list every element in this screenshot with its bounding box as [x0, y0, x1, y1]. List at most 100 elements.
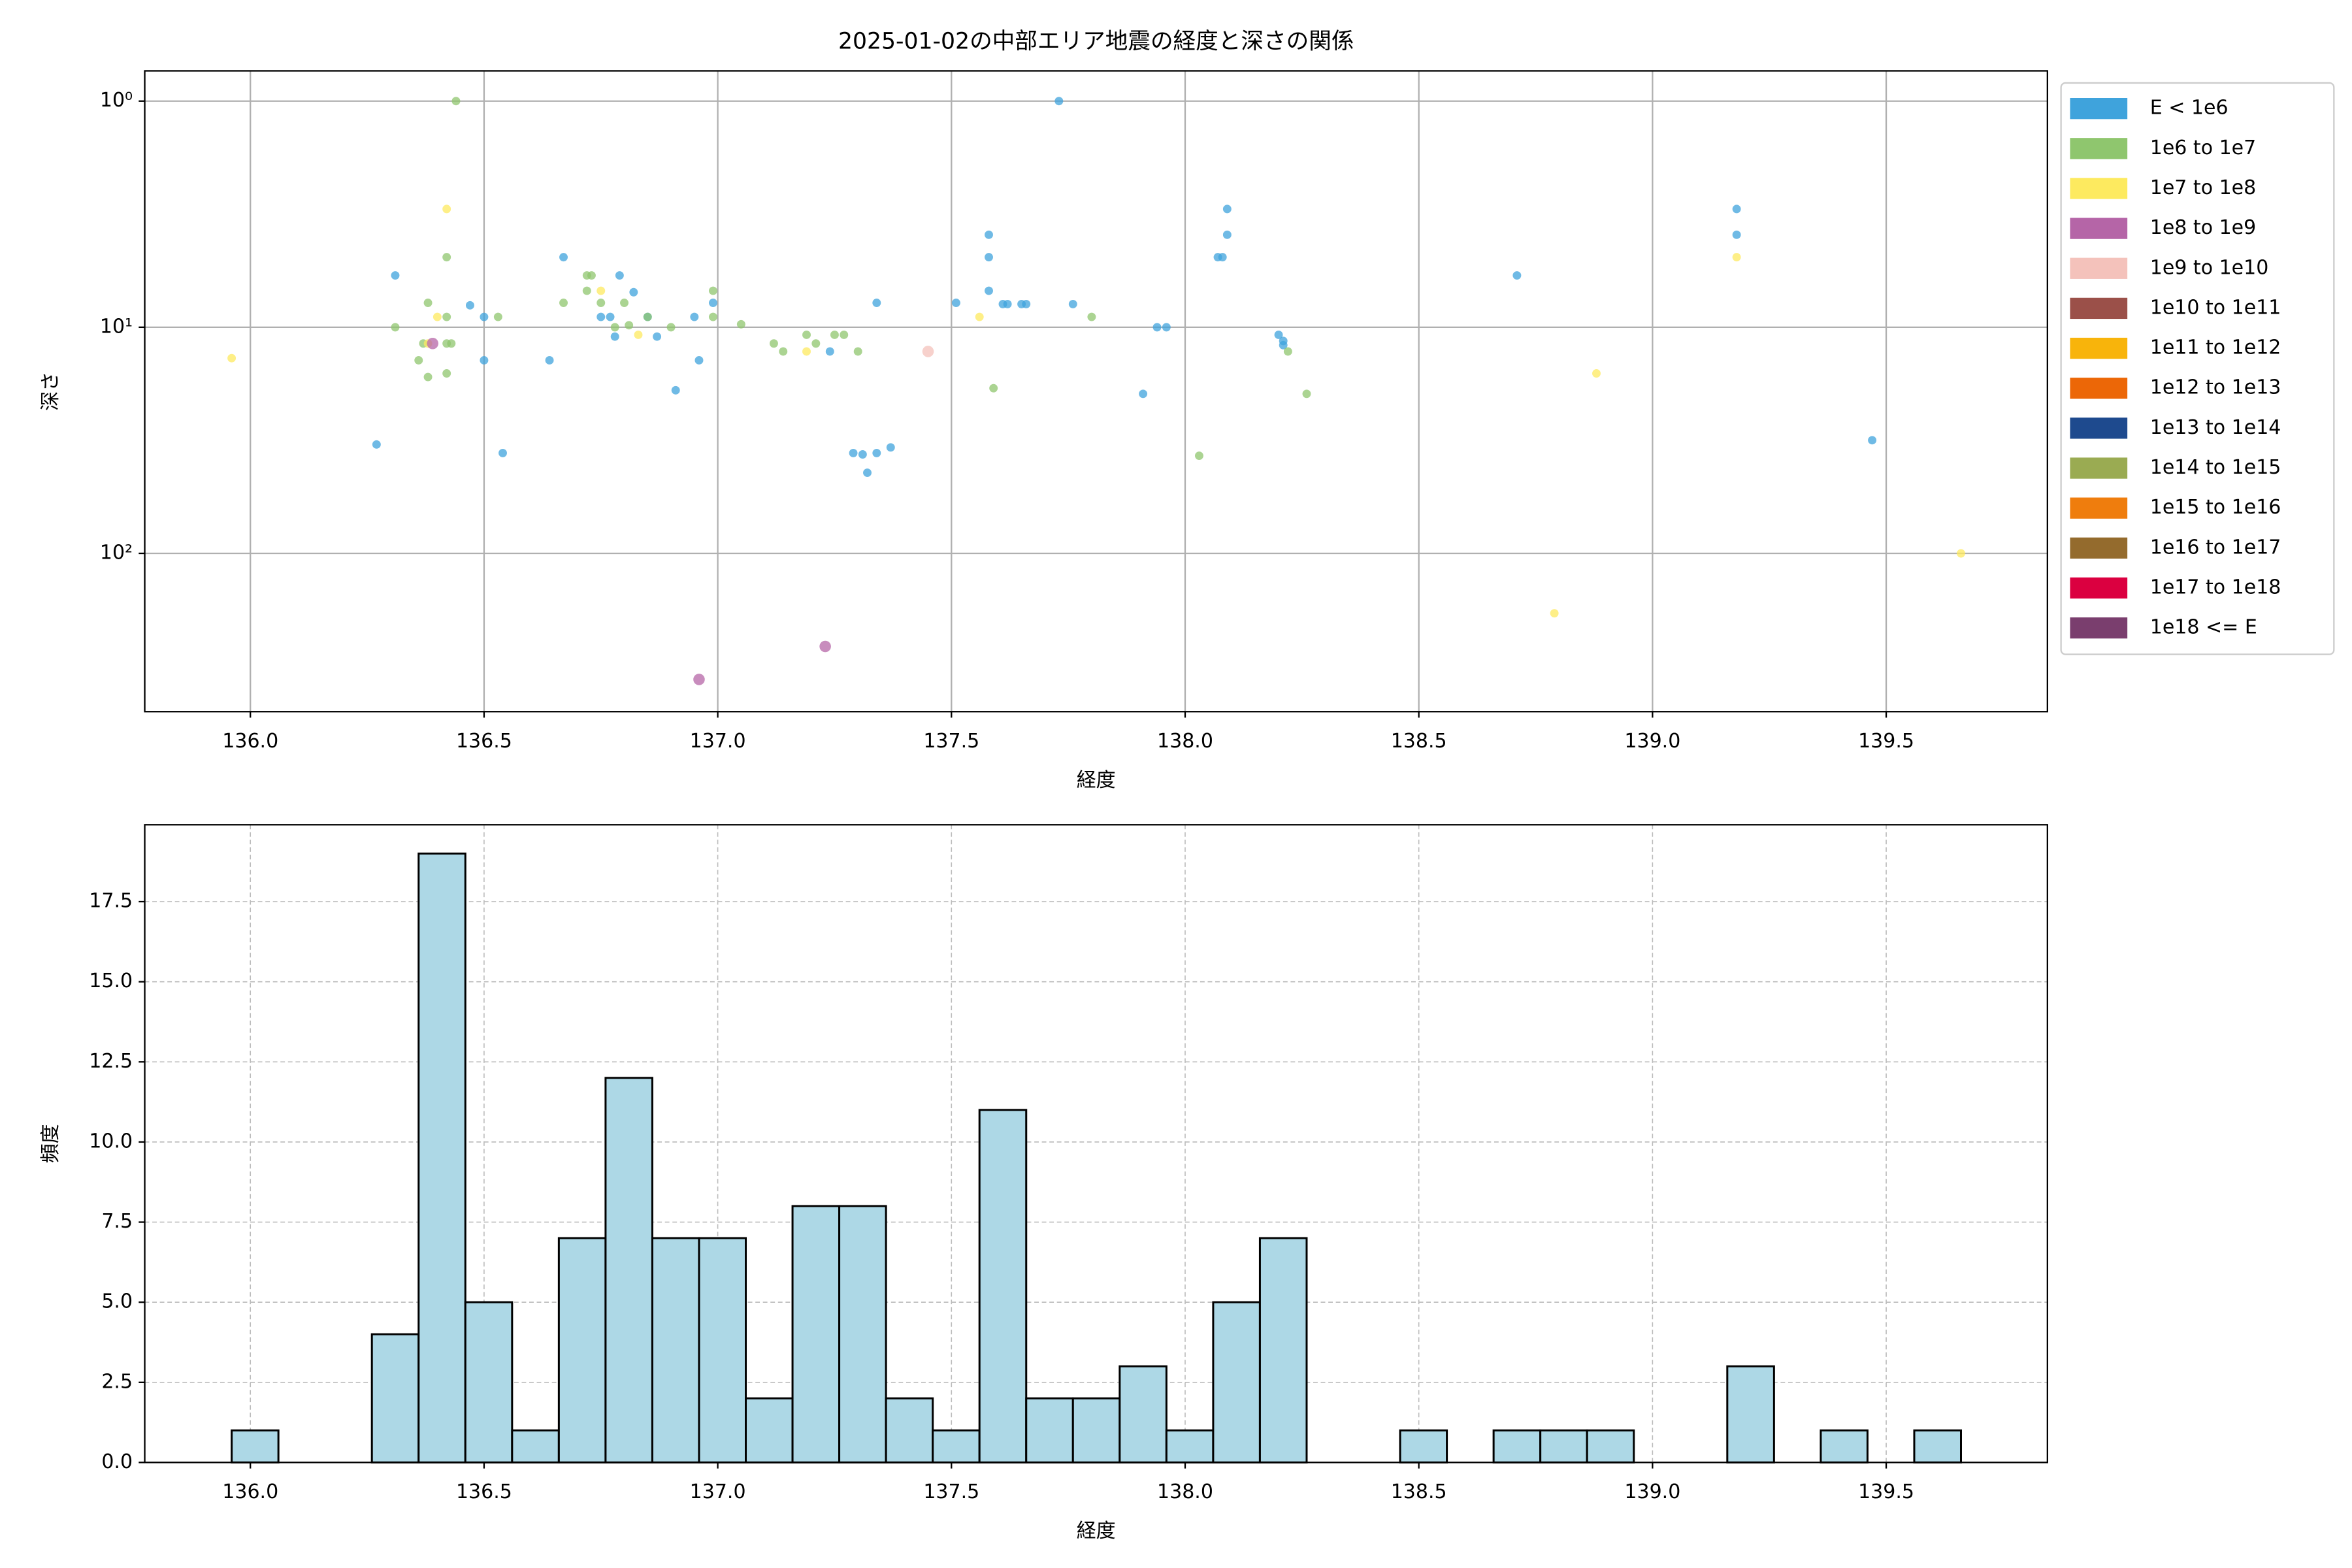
legend-swatch [2070, 417, 2128, 439]
point [545, 355, 554, 365]
point [769, 339, 778, 348]
legend-swatch [2070, 297, 2128, 319]
legend-swatch [2070, 457, 2128, 479]
y-tick-label: 7.5 [101, 1210, 133, 1233]
bar [698, 1237, 747, 1463]
point [427, 337, 438, 350]
legend-swatch [2070, 257, 2128, 279]
legend-label: 1e16 to 1e17 [2150, 536, 2281, 559]
x-tick-label: 138.5 [1391, 730, 1447, 753]
legend-label: 1e11 to 1e12 [2150, 336, 2281, 359]
point [694, 355, 704, 365]
point [414, 355, 423, 365]
legend-label: 1e7 to 1e8 [2150, 176, 2256, 199]
x-tick-label: 138.0 [1157, 730, 1213, 753]
bar [417, 852, 466, 1463]
point [708, 312, 717, 321]
point [1194, 451, 1203, 461]
point [802, 330, 811, 339]
x-tick-label: 138.5 [1391, 1480, 1447, 1503]
point [708, 286, 717, 295]
point [643, 312, 652, 321]
point [1868, 436, 1877, 445]
x-tick-label: 137.5 [923, 1480, 979, 1503]
point [1222, 230, 1232, 239]
point [1957, 549, 1965, 558]
point [480, 355, 489, 365]
plot-frame [144, 70, 2048, 713]
point [985, 253, 993, 262]
bar [978, 1109, 1028, 1463]
y-tick-label: 17.5 [89, 890, 133, 913]
legend-swatch [2070, 617, 2128, 639]
point [872, 299, 881, 307]
bar [231, 1429, 280, 1463]
x-tick-label: 136.0 [222, 730, 278, 753]
point [830, 330, 839, 339]
legend-label: 1e14 to 1e15 [2150, 456, 2281, 479]
legend-label: 1e12 to 1e13 [2150, 376, 2281, 399]
y-tick-label: 10¹ [100, 315, 133, 338]
point [825, 347, 834, 356]
point [671, 385, 680, 395]
x-axis-label: 経度 [1077, 769, 1116, 792]
point [423, 372, 433, 382]
point [1222, 204, 1232, 214]
y-tick-label: 10² [100, 541, 133, 564]
legend-swatch [2070, 497, 2128, 519]
point [1592, 369, 1601, 378]
y-axis-label: 頻度 [39, 1124, 62, 1163]
x-tick-label: 139.5 [1858, 1480, 1914, 1503]
point [666, 323, 676, 332]
point [610, 323, 619, 332]
point [1068, 299, 1077, 308]
legend-swatch [2070, 577, 2128, 599]
legend-label: 1e17 to 1e18 [2150, 576, 2281, 599]
point [391, 271, 400, 280]
point [1087, 312, 1096, 321]
legend-swatch [2070, 337, 2128, 359]
point [493, 312, 502, 321]
y-tick-label: 15.0 [89, 970, 133, 992]
point [372, 440, 381, 449]
point [872, 448, 881, 457]
point [465, 301, 474, 310]
bar [932, 1429, 981, 1463]
point [985, 286, 993, 295]
point [1139, 389, 1148, 399]
y-tick-label: 10⁰ [100, 89, 133, 112]
point [708, 299, 717, 307]
legend-swatch [2070, 98, 2128, 120]
x-tick-label: 136.5 [456, 730, 512, 753]
point [693, 674, 705, 685]
x-tick-label: 137.5 [923, 730, 979, 753]
legend-swatch [2070, 537, 2128, 559]
legend-label: 1e8 to 1e9 [2150, 216, 2256, 239]
point [1218, 253, 1227, 262]
legend-swatch [2070, 178, 2128, 199]
point [840, 330, 849, 339]
point [1152, 323, 1162, 332]
legend-swatch [2070, 378, 2128, 399]
point [985, 230, 993, 239]
legend-label: 1e18 <= E [2150, 616, 2257, 639]
bar [1539, 1429, 1588, 1463]
point [1302, 389, 1311, 399]
bar [1258, 1237, 1308, 1463]
point [480, 312, 489, 321]
y-axis-label: 深さ [39, 372, 62, 411]
bar [1165, 1429, 1215, 1463]
bar [464, 1301, 514, 1463]
bar [838, 1205, 887, 1463]
point [1054, 97, 1064, 106]
point [442, 204, 451, 214]
point [498, 448, 507, 457]
legend-label: 1e9 to 1e10 [2150, 256, 2269, 279]
y-tick-label: 10.0 [89, 1130, 133, 1152]
y-tick-label: 5.0 [101, 1290, 133, 1313]
bar [557, 1237, 607, 1463]
bar [1726, 1365, 1775, 1463]
legend-label: E < 1e6 [2150, 97, 2229, 120]
point [433, 312, 442, 321]
x-tick-label: 139.0 [1624, 1480, 1680, 1503]
